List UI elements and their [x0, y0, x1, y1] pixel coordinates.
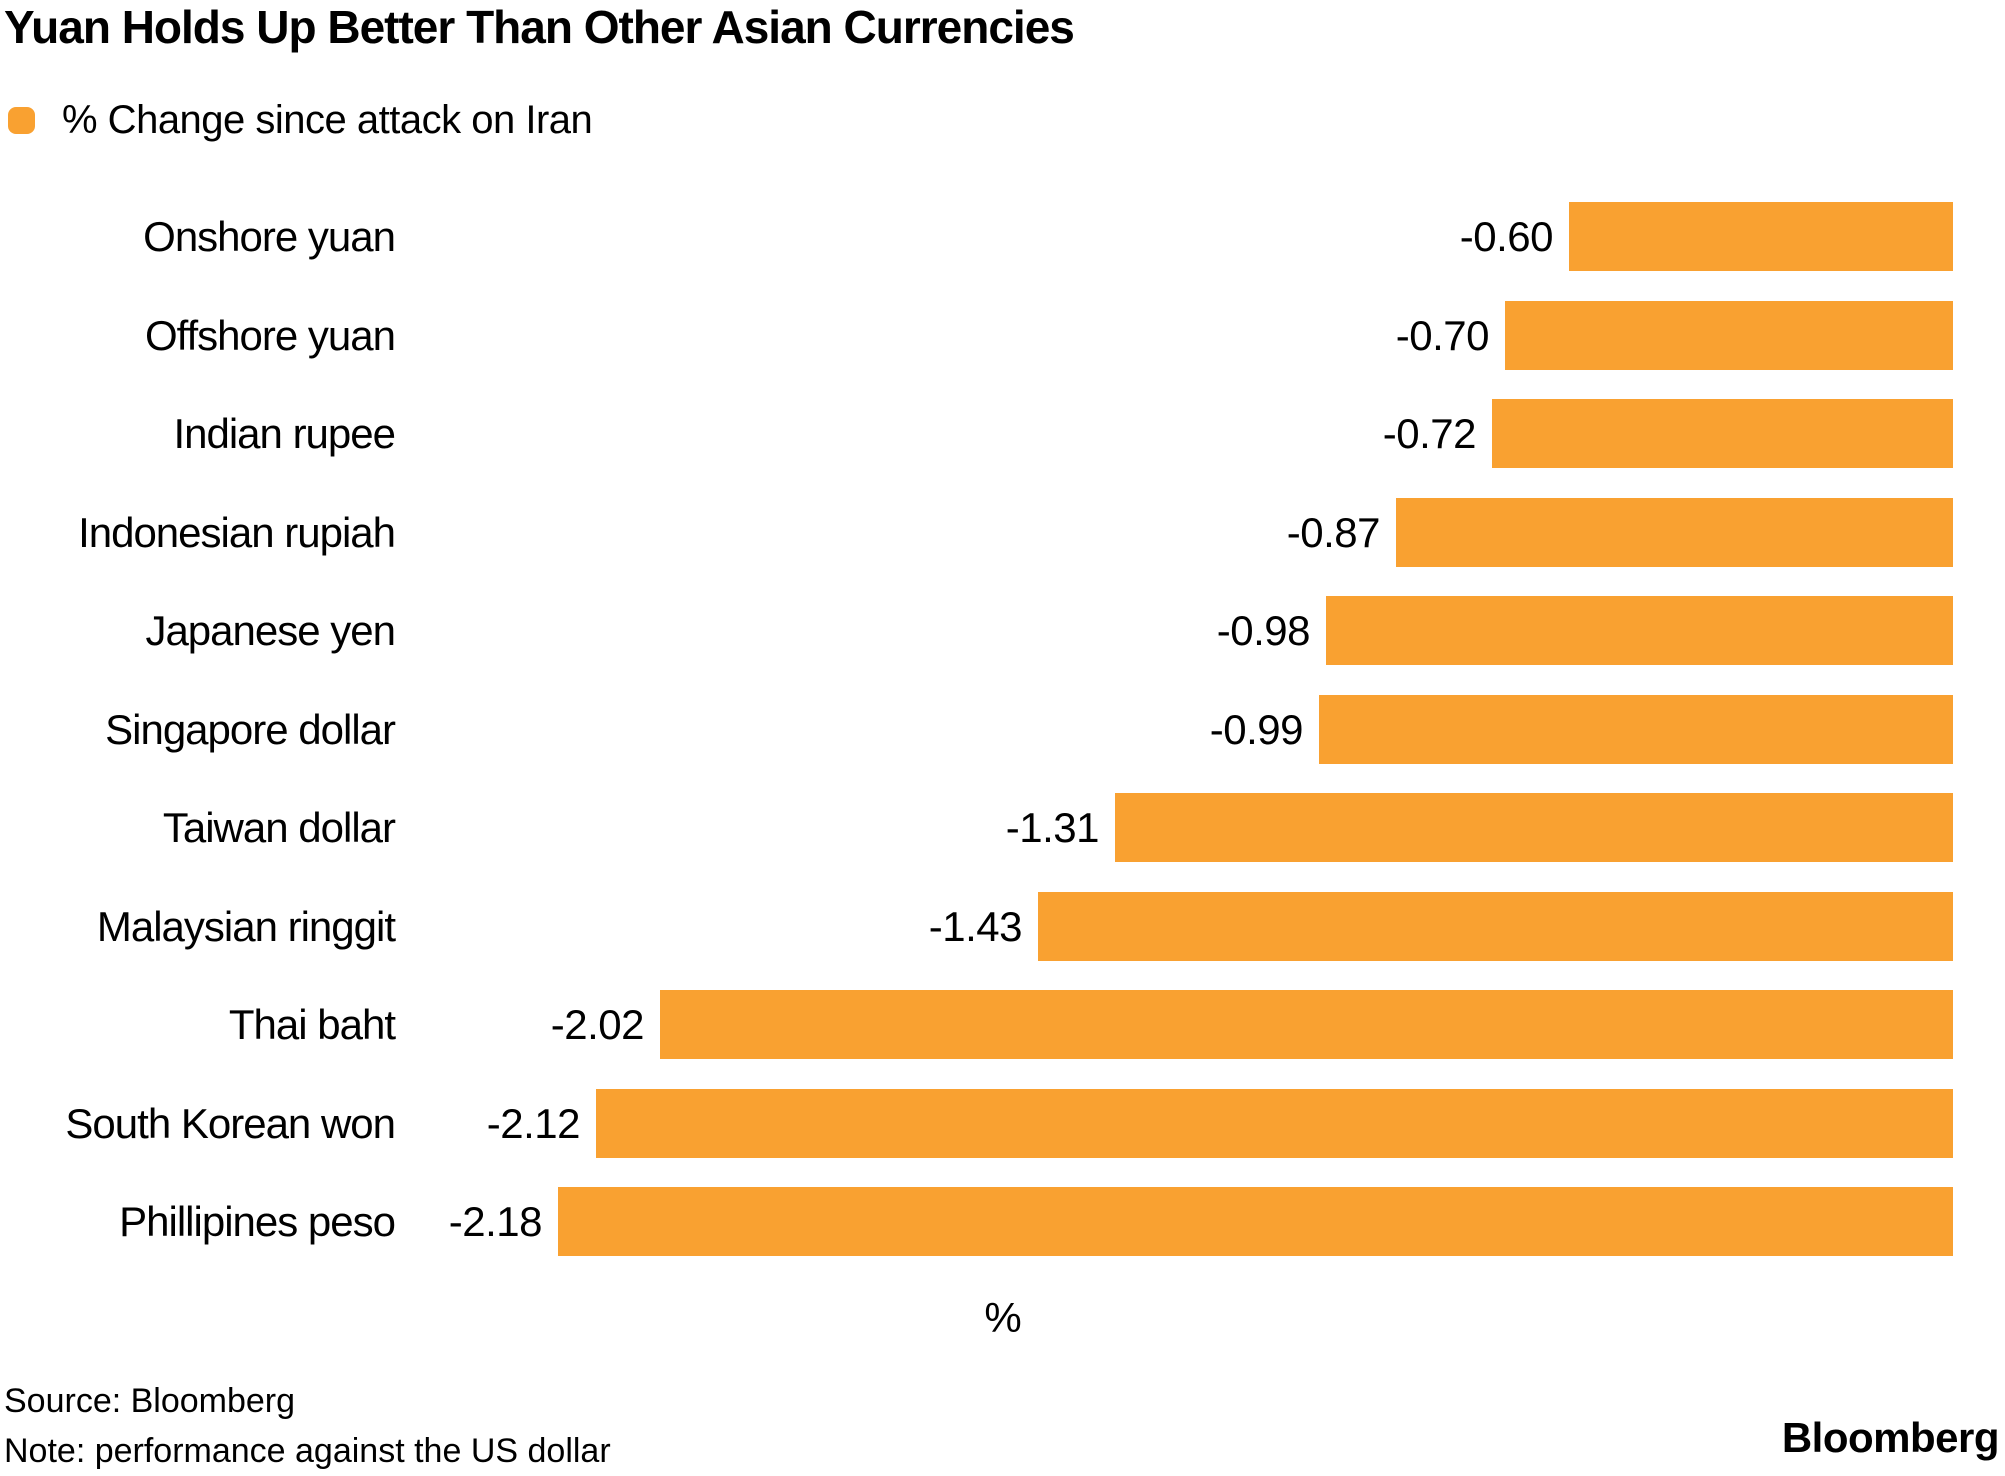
- bar: [1326, 596, 1953, 665]
- category-label: Japanese yen: [145, 607, 396, 654]
- bar: [1492, 399, 1953, 468]
- bar: [558, 1187, 1953, 1256]
- category-label: Indian rupee: [173, 410, 396, 457]
- value-label: -2.02: [550, 1001, 645, 1048]
- source-note: Source: Bloomberg: [4, 1382, 296, 1420]
- value-label: -2.12: [486, 1100, 581, 1147]
- footnote: Note: performance against the US dollar: [4, 1432, 611, 1470]
- category-label: Taiwan dollar: [162, 804, 396, 851]
- category-label: Thai baht: [228, 1001, 396, 1048]
- bar: [596, 1089, 1953, 1158]
- bar: [1115, 793, 1953, 862]
- bloomberg-logo: Bloomberg: [1781, 1414, 2000, 1461]
- legend-swatch-icon: [8, 106, 35, 134]
- value-label: -0.87: [1286, 509, 1381, 556]
- chart-title: Yuan Holds Up Better Than Other Asian Cu…: [4, 1, 1075, 53]
- bar: [660, 990, 1953, 1059]
- category-label: Indonesian rupiah: [78, 509, 396, 556]
- bar: [1396, 498, 1953, 567]
- legend-label: % Change since attack on Iran: [62, 98, 593, 142]
- value-label: -1.31: [1005, 804, 1100, 851]
- category-label: South Korean won: [65, 1100, 396, 1147]
- bar: [1319, 695, 1953, 764]
- category-label: Singapore dollar: [105, 706, 396, 753]
- category-label: Malaysian ringgit: [96, 903, 396, 950]
- value-label: -0.70: [1395, 312, 1490, 359]
- category-label: Phillipines peso: [119, 1198, 396, 1245]
- value-label: -1.43: [928, 903, 1023, 950]
- bar: [1569, 202, 1953, 271]
- value-label: -0.98: [1216, 607, 1311, 654]
- bar: [1505, 301, 1953, 370]
- legend: % Change since attack on Iran: [8, 98, 593, 142]
- value-label: -0.99: [1209, 706, 1304, 753]
- value-label: -0.72: [1382, 410, 1477, 457]
- category-label: Offshore yuan: [144, 312, 396, 359]
- value-label: -0.60: [1459, 213, 1554, 260]
- category-label: Onshore yuan: [143, 213, 396, 260]
- bar: [1038, 892, 1953, 961]
- value-label: -2.18: [448, 1198, 543, 1245]
- x-axis-label: %: [984, 1294, 1022, 1341]
